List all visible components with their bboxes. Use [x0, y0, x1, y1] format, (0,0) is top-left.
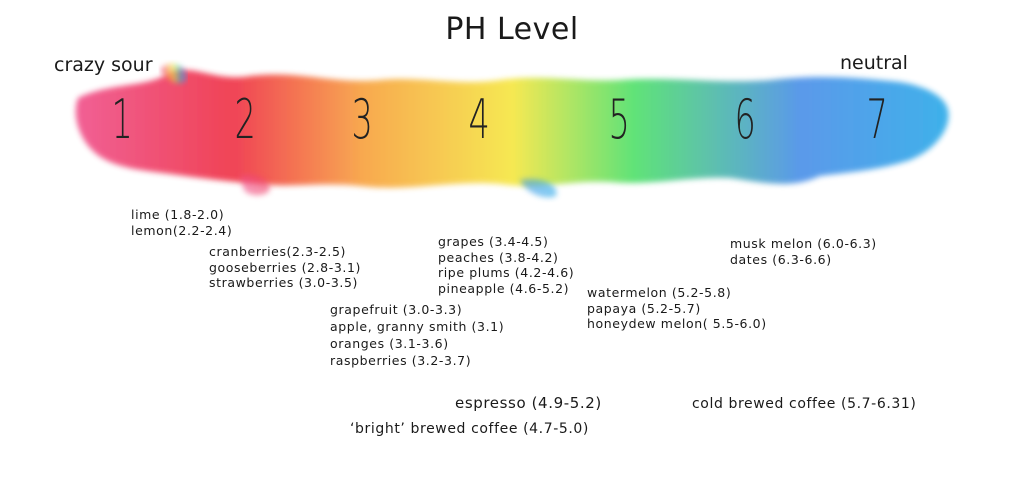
ph-number-1: 1 [111, 88, 133, 151]
fruit-label: dates (6.3-6.6) [730, 251, 832, 267]
fruit-label: grapefruit (3.0-3.3) [330, 302, 463, 317]
band-drip-left [160, 63, 187, 84]
ph-number-5: 5 [608, 88, 630, 151]
scale-left-label: crazy sour [54, 54, 153, 76]
fruit-label: peaches (3.8-4.2) [438, 249, 559, 265]
ph-number-6: 6 [734, 88, 756, 151]
fruit-label: watermelon (5.2-5.8) [587, 285, 732, 300]
fruit-label: cranberries(2.3-2.5) [209, 244, 346, 259]
coffee-bright-label: ‘bright’ brewed coffee (4.7-5.0) [350, 421, 589, 437]
group-stone-fruit: grapes (3.4-4.5) peaches (3.8-4.2) ripe … [438, 234, 574, 296]
coffee-espresso-label: espresso (4.9-5.2) [455, 394, 602, 412]
watercolor-band [75, 69, 949, 188]
group-musk-dates: musk melon (6.0-6.3) dates (6.3-6.6) [730, 236, 877, 267]
ph-number-7: 7 [866, 88, 888, 151]
fruit-label: lime (1.8-2.0) [131, 207, 225, 222]
fruit-label: honeydew melon( 5.5-6.0) [587, 316, 767, 331]
group-melons: watermelon (5.2-5.8) papaya (5.2-5.7) ho… [587, 285, 767, 332]
fruit-label: papaya (5.2-5.7) [587, 300, 701, 316]
group-lime-lemon: lime (1.8-2.0) lemon(2.2-2.4) [131, 207, 232, 238]
ph-number-2: 2 [234, 88, 256, 151]
fruit-label: lemon(2.2-2.4) [131, 222, 233, 238]
coffee-cold-label: cold brewed coffee (5.7-6.31) [692, 396, 917, 412]
ph-number-3: 3 [351, 88, 373, 151]
fruit-label: ripe plums (4.2-4.6) [438, 265, 575, 280]
fruit-label: raspberries (3.2-3.7) [330, 353, 472, 368]
fruit-label: grapes (3.4-4.5) [438, 234, 549, 249]
group-berries: cranberries(2.3-2.5) gooseberries (2.8-3… [209, 244, 361, 291]
chart-title: PH Level [445, 12, 579, 47]
fruit-label: apple, granny smith (3.1) [330, 319, 505, 334]
fruit-label: oranges (3.1-3.6) [330, 336, 449, 351]
scale-right-label: neutral [840, 52, 908, 74]
fruit-label: pineapple (4.6-5.2) [438, 280, 570, 296]
group-citrus-apple: grapefruit (3.0-3.3) apple, granny smith… [330, 301, 504, 369]
fruit-label: gooseberries (2.8-3.1) [209, 259, 361, 275]
ph-number-4: 4 [468, 88, 490, 151]
fruit-label: musk melon (6.0-6.3) [730, 236, 877, 251]
fruit-label: strawberries (3.0-3.5) [209, 275, 358, 290]
